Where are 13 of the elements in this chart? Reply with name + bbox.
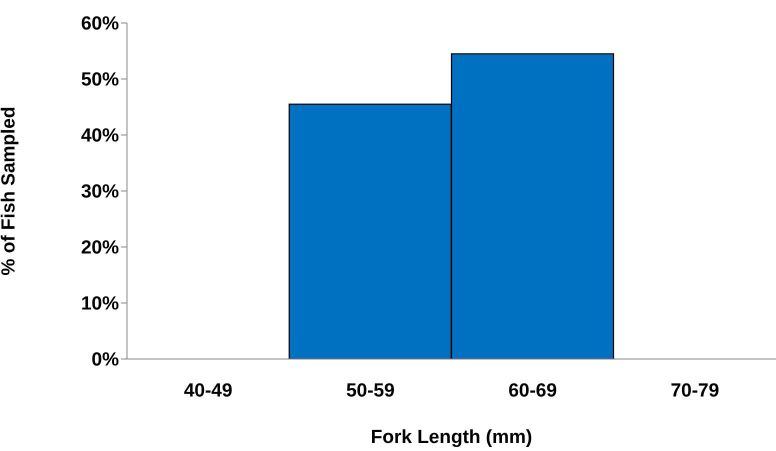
x-axis-title: Fork Length (mm): [370, 427, 532, 448]
y-tick-label: 50%: [80, 70, 120, 91]
x-tick-label: 40-49: [184, 380, 232, 402]
x-tick-label: 50-59: [346, 380, 395, 402]
y-tick-label: 60%: [80, 14, 120, 35]
y-tick-label: 40%: [80, 126, 120, 147]
x-tick-label: 70-79: [670, 380, 720, 402]
x-tick-label: 60-69: [508, 380, 557, 402]
y-tick-label: 10%: [80, 294, 120, 315]
y-tick-label: 0%: [92, 350, 120, 371]
y-axis-title: % of Fish Sampled: [0, 106, 20, 276]
y-tick-label: 30%: [80, 182, 120, 203]
y-tick-label: 20%: [80, 238, 120, 259]
